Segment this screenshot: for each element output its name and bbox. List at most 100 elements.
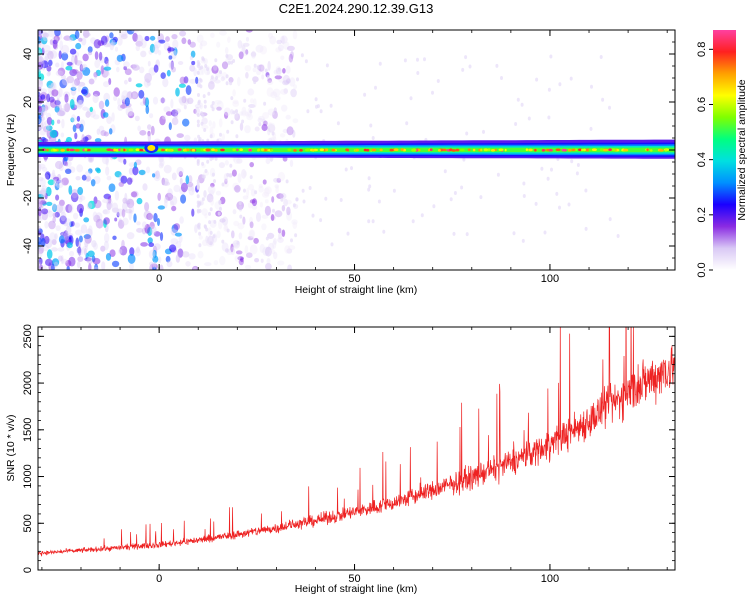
spectrogram-cell	[460, 185, 464, 190]
spectrogram-cell	[285, 179, 289, 184]
spectrogram-cell	[169, 195, 178, 206]
spectrogram-cell	[183, 76, 189, 84]
spectrogram-cell	[196, 34, 204, 43]
spectrogram-cell	[205, 227, 209, 232]
carrier-hotspot	[69, 148, 75, 152]
spectrogram-cell	[38, 197, 46, 205]
spectrogram-cell	[248, 104, 256, 108]
spectrogram-cell	[149, 113, 154, 119]
spectrogram-cell	[264, 199, 269, 204]
spectrogram-cell	[135, 44, 140, 52]
spectrogram-cell	[311, 213, 315, 218]
spectrogram-cell	[196, 194, 200, 199]
spectrogram-cell	[126, 198, 135, 209]
spectrogram-cell	[159, 115, 166, 126]
spectrogram-cell	[204, 262, 212, 267]
spectrogram-cell	[153, 243, 161, 251]
spectrogram-cell	[138, 89, 145, 99]
carrier-hotspot	[160, 148, 165, 152]
spectrogram-cell	[54, 100, 61, 106]
spectrogram-cell	[136, 197, 143, 205]
spectrogram-cell	[198, 231, 202, 236]
carrier-hotspot	[248, 148, 252, 152]
spectrogram-cell	[148, 242, 155, 247]
spectrogram-cell	[74, 60, 83, 66]
colorbar-tick-label: 0.2	[696, 207, 708, 222]
spectrogram-cell	[203, 170, 210, 176]
spectrogram-cell	[189, 64, 196, 72]
spectrogram-cell	[147, 130, 151, 137]
spectrogram-cell	[184, 134, 191, 141]
spectrogram-cell	[42, 265, 47, 270]
spectrogram-cell	[92, 90, 101, 97]
carrier-hotspot	[534, 148, 537, 152]
spectrogram-cell	[58, 235, 65, 244]
spectrogram-cell	[540, 166, 544, 171]
spectrogram-cell	[243, 171, 248, 177]
spectrogram-cell	[392, 188, 396, 193]
spectrogram-cell	[51, 247, 58, 252]
spectrogram-cell	[82, 246, 89, 251]
spectrogram-cell	[120, 33, 128, 40]
spectrogram-cell	[68, 185, 73, 195]
spectrogram-cell	[68, 256, 76, 267]
spectrogram-cell	[104, 56, 109, 64]
spectrogram-cell	[241, 169, 247, 179]
spectrogram-cell	[192, 265, 199, 270]
spectrogram-cell	[220, 76, 225, 82]
spectrogram-cell	[38, 66, 41, 73]
spectrogram-cell	[527, 116, 531, 121]
carrier-hotspot	[191, 148, 196, 152]
spectrogram-cell	[112, 235, 117, 240]
spectrogram-cell	[291, 219, 298, 225]
spectrogram-cell	[159, 264, 164, 270]
spectrogram-cell	[193, 108, 197, 114]
spectrogram-cell	[287, 264, 292, 270]
spectrogram-cell	[208, 220, 212, 225]
spectrogram-cell	[158, 256, 162, 264]
carrier-hotspot	[548, 148, 553, 152]
carrier-hotspot	[467, 148, 471, 152]
spectrogram-cell	[608, 217, 612, 222]
spectrogram-cell	[245, 112, 250, 117]
spectrogram-cell	[286, 126, 294, 136]
spectrogram-cell	[227, 36, 231, 43]
spectrogram-cell	[286, 206, 291, 216]
spectrogram-cell	[267, 232, 275, 239]
spectrogram-cell	[248, 216, 254, 227]
carrier-blob	[147, 145, 156, 151]
spectrogram-cell	[46, 117, 53, 125]
spectrogram-cell	[535, 77, 539, 82]
spectrogram-cell	[262, 118, 266, 126]
spectrogram-cell	[232, 101, 240, 107]
spectrogram-cell	[314, 97, 318, 102]
spectrogram-cell	[41, 104, 49, 112]
spectrogram-cell	[185, 175, 190, 185]
spectrogram-cell	[232, 89, 236, 97]
spectrogram-cell	[261, 123, 268, 132]
spectrogram-cell	[288, 53, 294, 63]
spectrogram-cell	[238, 232, 243, 240]
spectrogram-cell	[249, 244, 258, 255]
spectrogram-cell	[55, 180, 64, 189]
spectrogram-cell	[80, 64, 86, 71]
spectrogram-cell	[38, 80, 43, 85]
spectrogram-cell	[150, 225, 157, 235]
snr-line	[38, 327, 675, 557]
spectrogram-cell	[38, 118, 41, 124]
spectrogram-cell	[271, 131, 275, 136]
carrier-hotspot	[60, 149, 65, 152]
spectrogram-cell	[319, 109, 323, 114]
spectrogram-cell	[212, 234, 216, 239]
spectrogram-cell	[153, 212, 158, 223]
snr-y-tick-label: 0	[22, 567, 34, 573]
spectrogram-cell	[278, 232, 283, 240]
spectrogram-cell	[247, 202, 253, 209]
spectrogram-cell	[157, 205, 166, 210]
spectrogram-cell	[41, 185, 48, 193]
spectrogram-cell	[249, 221, 254, 229]
spectrogram-cell	[131, 30, 140, 33]
spectrogram-cell	[123, 61, 130, 68]
carrier-hotspot	[120, 148, 124, 152]
spectrogram-cell	[126, 30, 135, 35]
